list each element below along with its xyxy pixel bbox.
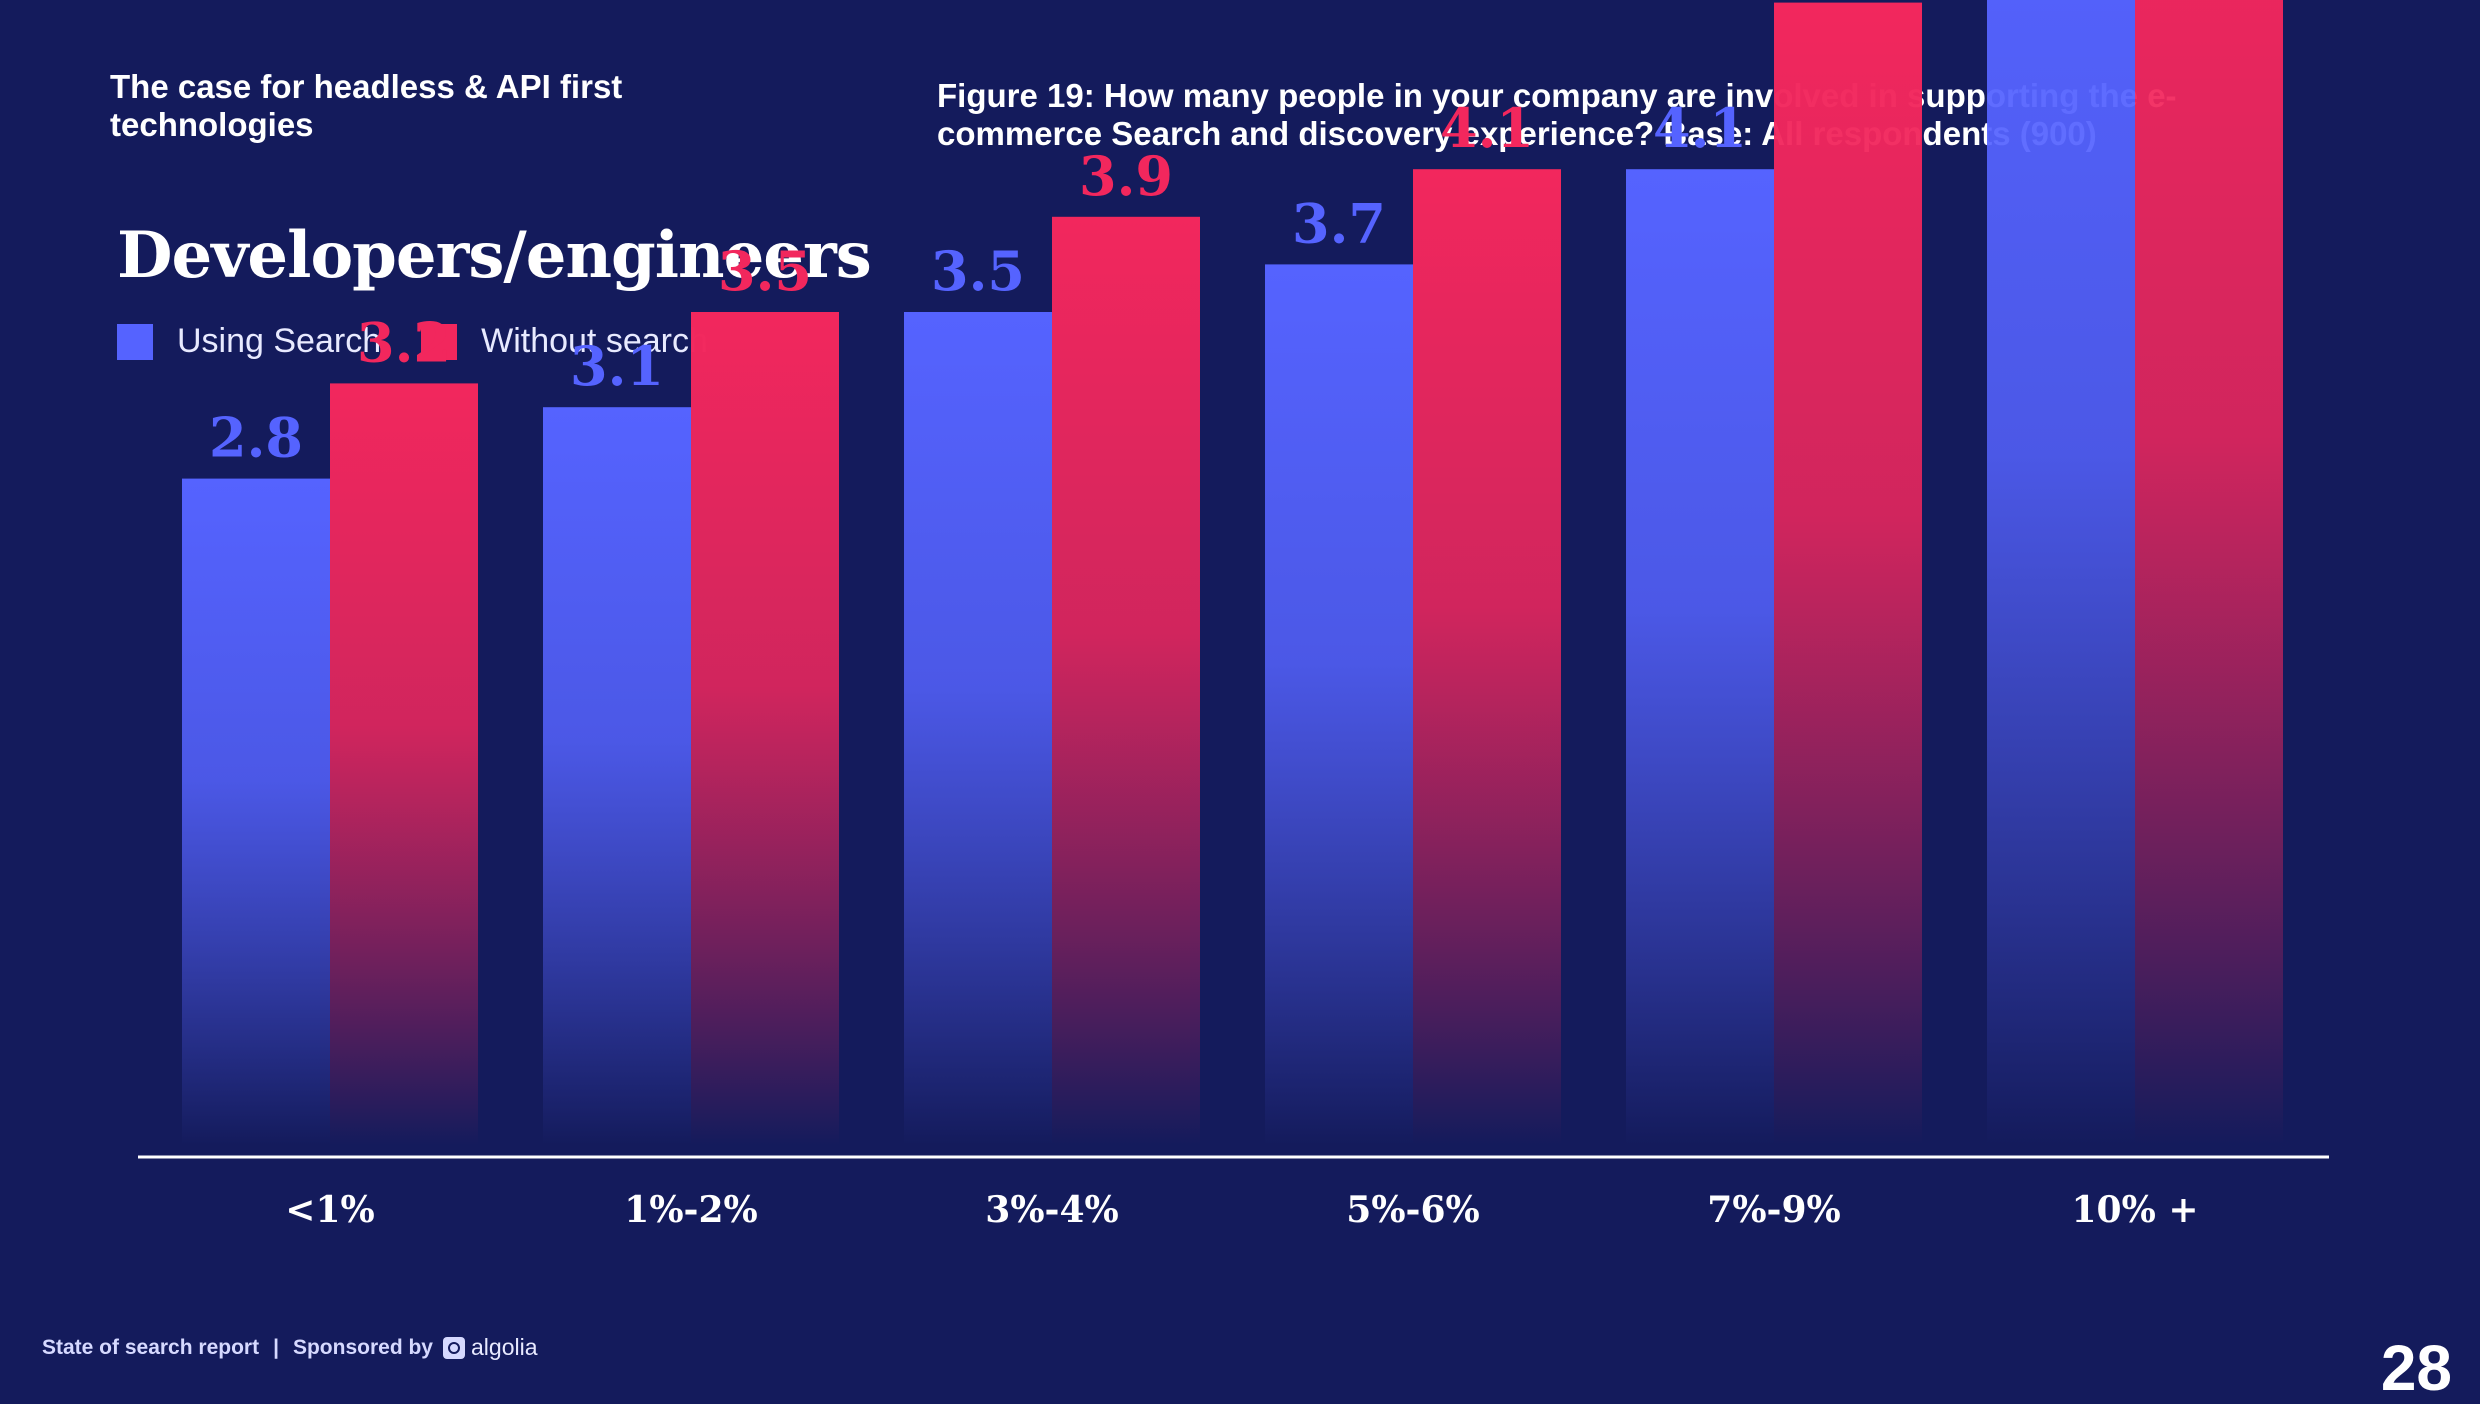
report-name: State of search report xyxy=(42,1335,260,1359)
x-tick-label-1: 1%-2% xyxy=(624,1189,757,1231)
legend-item-without-search: Without search xyxy=(421,322,708,361)
bar-using-search-0 xyxy=(182,478,330,1146)
bar-without-search-4 xyxy=(1774,2,1922,1146)
legend-label-using-search: Using Search xyxy=(177,322,382,360)
bars-layer xyxy=(182,0,2283,1146)
data-label-without-search-2: 3.9 xyxy=(1079,144,1173,208)
bar-without-search-5 xyxy=(2135,0,2283,1145)
page-number: 28 xyxy=(2380,1332,2452,1404)
legend-label-without-search: Without search xyxy=(481,322,708,360)
bar-using-search-2 xyxy=(904,312,1052,1145)
legend-swatch-without-search xyxy=(421,323,458,360)
x-tick-label-4: 7%-9% xyxy=(1707,1189,1840,1231)
sponsor-name: algolia xyxy=(471,1334,538,1360)
algolia-icon xyxy=(443,1336,465,1359)
bar-without-search-2 xyxy=(1052,216,1200,1146)
legend-swatch-using-search xyxy=(117,323,153,360)
section-title: The case for headless & API first techno… xyxy=(110,68,623,143)
chart-title: Developers/engineers xyxy=(117,218,872,293)
data-label-using-search-2: 3.5 xyxy=(931,239,1025,303)
x-tick-label-2: 3%-4% xyxy=(985,1189,1118,1231)
x-tick-label-3: 5%-6% xyxy=(1346,1189,1479,1231)
data-label-without-search-1: 3.5 xyxy=(718,239,812,303)
x-tick-label-0: <1% xyxy=(285,1189,374,1231)
data-label-without-search-0: 3.2 xyxy=(357,310,451,374)
bar-using-search-1 xyxy=(543,407,691,1145)
bar-without-search-3 xyxy=(1413,169,1561,1145)
bar-using-search-5 xyxy=(1987,0,2135,1146)
data-label-using-search-3: 3.7 xyxy=(1292,191,1386,255)
bar-using-search-3 xyxy=(1265,264,1413,1145)
data-label-without-search-3: 4.1 xyxy=(1440,96,1534,160)
bar-without-search-1 xyxy=(691,312,839,1145)
labels-layer: 2.8 3.2 <1% 3.1 3.5 1%-2% 3.5 3.9 3%-4% 3.7 4.1 5%-… xyxy=(209,96,2198,1231)
sponsored-by-label: Sponsored by xyxy=(292,1335,433,1359)
chart-legend: Using Search Without search xyxy=(117,322,748,361)
x-tick-label-5: 10% + xyxy=(2071,1189,2198,1231)
bar-using-search-4 xyxy=(1626,169,1774,1145)
footer: State of search report | Sponsored by al… xyxy=(42,1334,538,1361)
data-label-using-search-1: 3.1 xyxy=(570,334,664,398)
legend-item-using-search: Using Search xyxy=(117,322,381,361)
data-label-using-search-4: 4.1 xyxy=(1653,96,1747,160)
footer-separator: | xyxy=(273,1335,279,1359)
bar-without-search-0 xyxy=(330,383,478,1145)
data-label-using-search-0: 2.8 xyxy=(209,406,303,470)
